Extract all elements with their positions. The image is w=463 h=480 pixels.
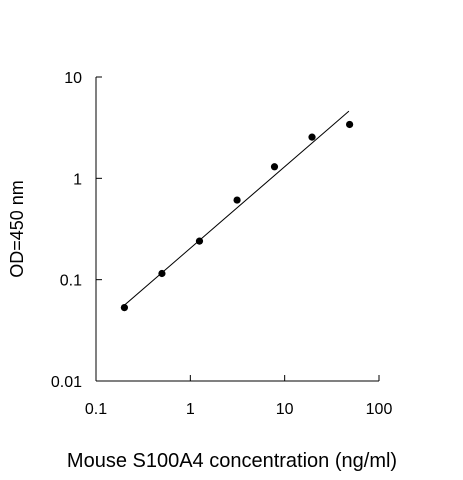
- x-tick-label: 100: [366, 401, 393, 418]
- data-point: [195, 237, 204, 245]
- x-tick-label: 0.1: [85, 401, 107, 418]
- plot-area: [95, 77, 379, 382]
- x-tick-label: 10: [276, 401, 294, 418]
- data-point: [270, 163, 279, 171]
- fit-line: [124, 110, 350, 306]
- data-point: [158, 269, 166, 278]
- y-tick-label: 0.01: [51, 374, 82, 391]
- x-tick-label: 1: [186, 401, 195, 418]
- data-points: [120, 120, 354, 312]
- y-axis-ticks: 0.01 0.1 1 10: [51, 70, 102, 391]
- data-point: [120, 304, 128, 312]
- y-tick-label: 10: [64, 70, 82, 87]
- x-axis-title: Mouse S100A4 concentration (ng/ml): [67, 450, 397, 472]
- data-point: [346, 120, 354, 129]
- x-axis-ticks: 0.1 1 10 100: [85, 375, 393, 418]
- y-tick-label: 1: [73, 171, 82, 188]
- y-tick-label: 0.1: [60, 273, 82, 290]
- data-point: [308, 133, 316, 141]
- data-point: [233, 196, 241, 204]
- y-axis-title: OD=450 nm: [7, 180, 27, 278]
